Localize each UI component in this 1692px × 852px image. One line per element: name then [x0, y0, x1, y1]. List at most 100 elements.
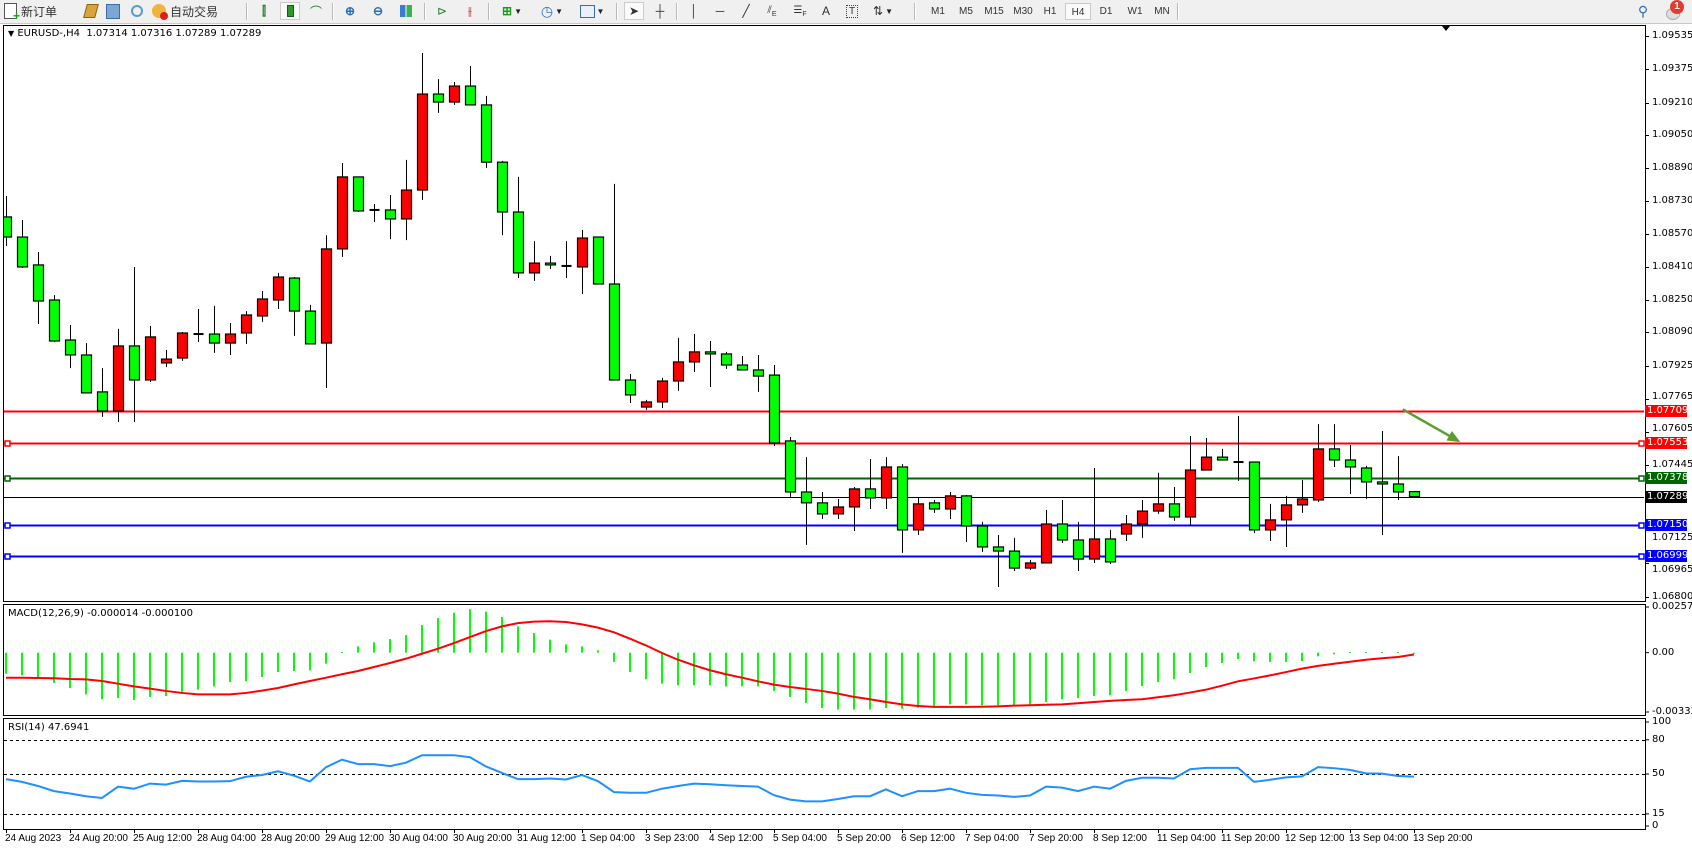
zoom-out-button[interactable]: ⊖ — [368, 2, 388, 20]
data-window-button[interactable] — [104, 2, 122, 20]
line-handle[interactable] — [4, 522, 11, 529]
line-handle[interactable] — [4, 553, 11, 560]
crosshair-button[interactable]: ┼ — [650, 2, 670, 20]
candle-body — [208, 333, 221, 344]
macd-histogram-bar — [421, 625, 423, 653]
crosshair-icon: ┼ — [655, 4, 665, 18]
candle — [224, 322, 237, 355]
candlestick-button[interactable] — [280, 2, 300, 20]
timeframe-mn[interactable]: MN — [1154, 6, 1170, 17]
timeframe-h4[interactable]: H4 — [1065, 3, 1091, 20]
macd-histogram-bar — [965, 652, 967, 705]
candle-body — [272, 276, 285, 301]
line-handle[interactable] — [4, 440, 11, 447]
timeframe-d1[interactable]: D1 — [1099, 6, 1113, 17]
candle-body — [736, 364, 749, 371]
toolbar-divider — [914, 3, 916, 20]
candle-body — [320, 248, 333, 344]
toolbar-divider — [488, 3, 490, 20]
candle-body — [816, 502, 829, 515]
chart-shift-marker-icon[interactable] — [1442, 26, 1450, 31]
timeframe-h1[interactable]: H1 — [1043, 6, 1057, 17]
notifications-button[interactable]: 1 — [1660, 0, 1686, 20]
auto-trading-label: 自动交易 — [170, 4, 219, 19]
timeframe-m15[interactable]: M15 — [984, 6, 1004, 17]
line-handle[interactable] — [1638, 440, 1645, 447]
data-window-icon — [106, 3, 120, 19]
macd-histogram-bar — [1413, 652, 1415, 654]
equidistant-channel-icon: ⫽E — [767, 4, 777, 18]
candle-body — [400, 189, 413, 220]
macd-histogram-bar — [869, 652, 871, 710]
indicators-button[interactable]: ⊞ ▼ — [496, 2, 528, 20]
candle-body — [1312, 448, 1325, 501]
timeframe-w1[interactable]: W1 — [1127, 6, 1143, 17]
horizontal-line-button[interactable]: ─ — [710, 2, 730, 20]
new-order-button[interactable]: + 新订单 — [4, 2, 74, 22]
rsi-title: RSI(14) 47.6941 — [8, 722, 90, 733]
candle-body — [1040, 523, 1053, 564]
timeframe-m5[interactable]: M5 — [959, 6, 973, 17]
auto-trading-button[interactable]: 自动交易 — [152, 2, 244, 20]
candle-body — [640, 401, 653, 408]
trendline-button[interactable]: ╱ — [736, 2, 756, 20]
periods-button[interactable]: ◷ ▼ — [536, 2, 568, 20]
cursor-button[interactable]: ➤ — [624, 2, 644, 20]
candle-body — [1408, 490, 1421, 498]
candle — [1312, 424, 1325, 503]
text-button[interactable]: A — [816, 2, 836, 20]
macd-histogram-bar — [757, 652, 759, 687]
tile-windows-button[interactable] — [396, 2, 416, 20]
rsi-line — [5, 754, 1415, 803]
timeframe-m30[interactable]: M30 — [1013, 6, 1033, 17]
macd-histogram-bar — [933, 652, 935, 707]
price-level-tag: 1.06999 — [1645, 550, 1689, 563]
price-tick-label: 1.07765 — [1652, 391, 1692, 403]
price-tick-label: 1.08250 — [1652, 293, 1692, 305]
timeframe-m1[interactable]: M1 — [931, 6, 945, 17]
search-button[interactable]: ⚲ — [1634, 2, 1652, 20]
text-label-button[interactable]: T — [842, 2, 862, 20]
candle — [1280, 495, 1293, 547]
line-chart-button[interactable]: ⌒ — [306, 2, 326, 20]
candle-body — [416, 93, 429, 191]
candle — [32, 251, 45, 324]
line-handle[interactable] — [4, 475, 11, 482]
candle-body — [768, 374, 781, 444]
arrows-button[interactable]: ⇅ ▼ — [868, 2, 898, 20]
time-axis-label: 12 Sep 12:00 — [1285, 833, 1345, 844]
macd-axis-label: -0.003326 — [1652, 706, 1692, 717]
collapse-triangle-icon[interactable]: ▼ — [8, 29, 15, 38]
candle — [256, 290, 269, 322]
macd-histogram-bar — [469, 609, 471, 653]
auto-trading-icon — [152, 4, 168, 20]
arrow-annotation-icon[interactable] — [1402, 408, 1453, 439]
close-value: 1.07289 — [219, 28, 262, 39]
equidistant-channel-button[interactable]: ⫽E — [762, 2, 782, 20]
toolbar-divider — [246, 3, 248, 20]
autoscroll-button[interactable]: ⊳ — [432, 2, 452, 20]
signals-button[interactable] — [128, 2, 146, 20]
line-handle[interactable] — [1638, 475, 1645, 482]
bar-chart-button[interactable]: ⫿ — [254, 2, 274, 20]
macd-histogram-bar — [245, 652, 247, 682]
line-handle[interactable] — [1638, 553, 1645, 560]
macd-histogram-bar — [629, 652, 631, 673]
chart-shift-button[interactable]: ⫲ — [460, 2, 480, 20]
candle-body — [336, 176, 349, 250]
macd-histogram-bar — [997, 652, 999, 706]
time-axis-label: 13 Sep 20:00 — [1413, 833, 1473, 844]
macd-histogram-bar — [501, 616, 503, 653]
vertical-line-button[interactable]: │ — [684, 2, 704, 20]
macd-histogram-bar — [709, 652, 711, 686]
line-handle[interactable] — [1638, 522, 1645, 529]
time-axis-label: 28 Aug 20:00 — [261, 833, 320, 844]
candle — [272, 272, 285, 310]
fibonacci-button[interactable]: ☰F — [790, 2, 810, 20]
macd-histogram-bar — [21, 652, 23, 676]
candle — [1392, 456, 1405, 500]
text-icon: A — [821, 4, 830, 18]
zoom-in-button[interactable]: ⊕ — [340, 2, 360, 20]
templates-button[interactable]: ▼ — [576, 2, 608, 20]
